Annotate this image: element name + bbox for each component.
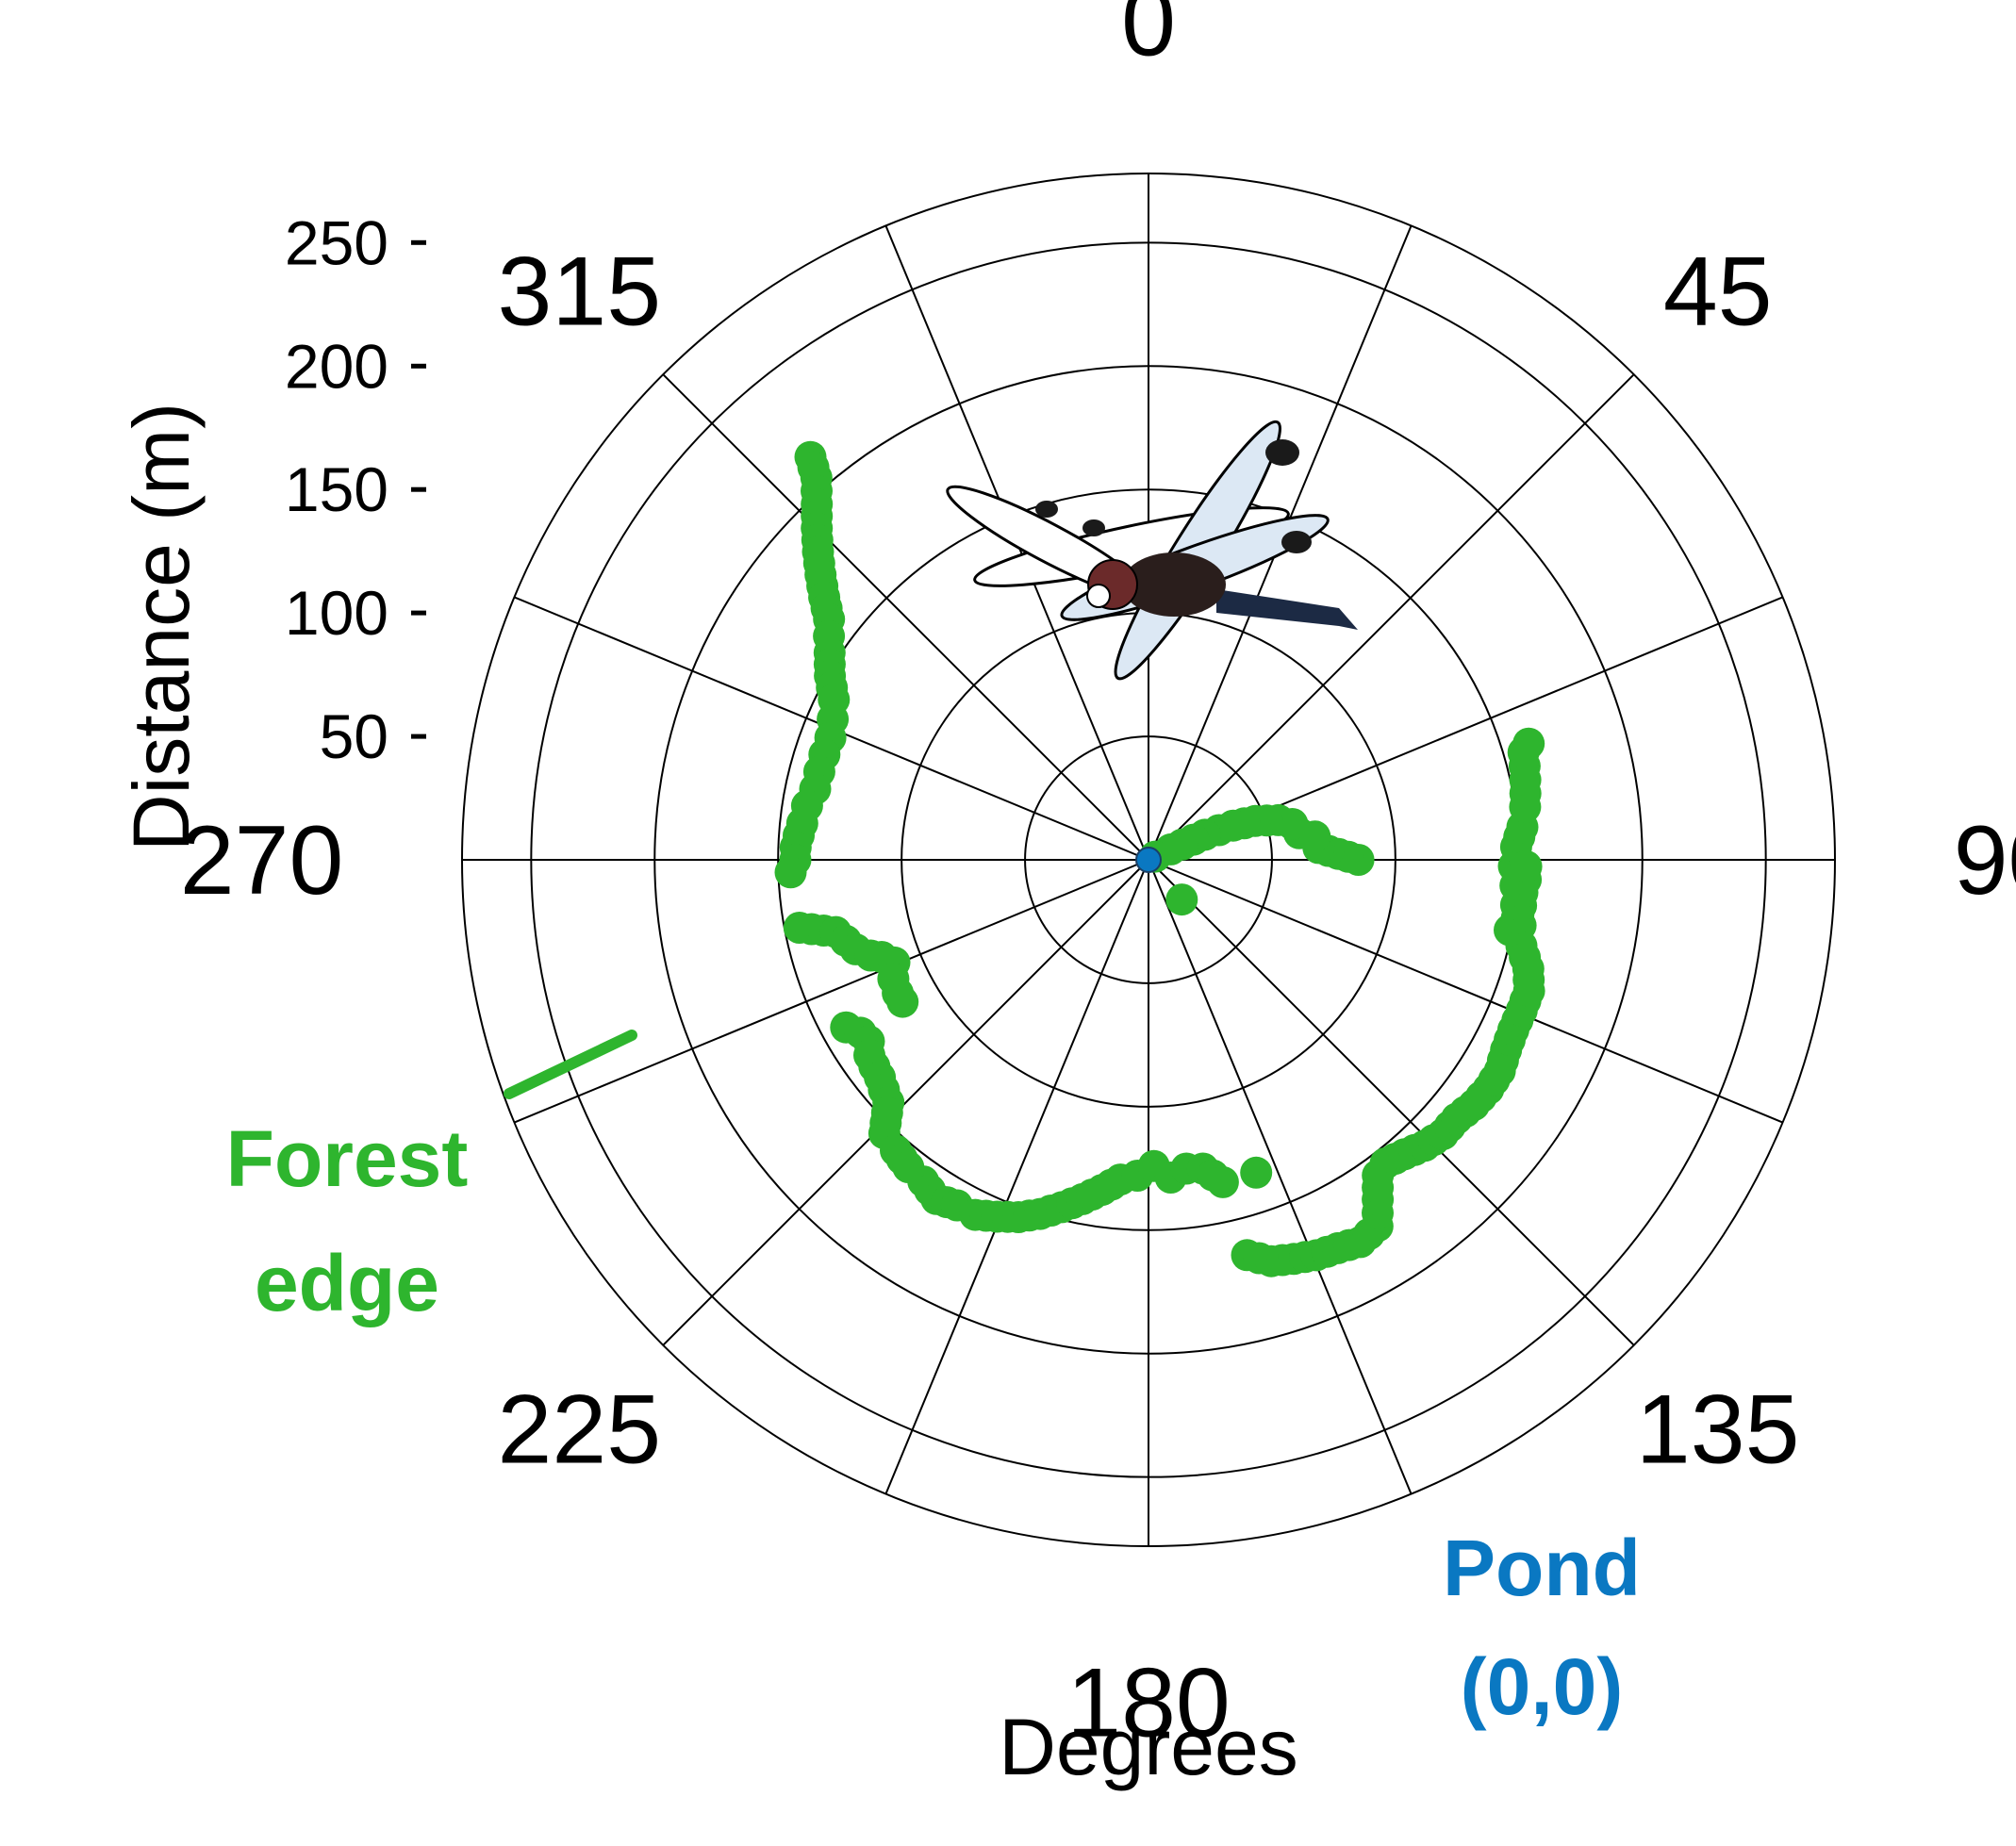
angular-gridline-7 <box>1148 859 1635 1346</box>
radius-tick-label-200: 200 <box>285 331 388 401</box>
radius-tick-label-100: 100 <box>285 578 388 648</box>
angle-tick-label-315: 315 <box>498 237 662 346</box>
forest-edge-points <box>774 440 1545 1277</box>
pond-label-line2: (0,0) <box>1461 1642 1624 1731</box>
angle-tick-label-0: 0 <box>1121 0 1176 76</box>
angular-gridline-12 <box>514 859 1149 1124</box>
angle-tick-label-270: 270 <box>180 806 344 915</box>
forest-edge-point <box>886 985 919 1018</box>
angle-tick-labels: 0 45 90 135 180 225 270 315 <box>180 0 2016 1758</box>
forest-edge-point <box>774 856 807 889</box>
forest-edge-label-line2: edge <box>255 1239 439 1327</box>
radius-tick-label-250: 250 <box>285 207 388 277</box>
angle-tick-label-45: 45 <box>1663 237 1773 346</box>
forest-edge-point <box>1165 883 1198 916</box>
forest-edge-pointer <box>504 1030 637 1099</box>
forest-edge-label-line1: Forest <box>226 1114 469 1203</box>
radius-tick-labels: 50 100 150 200 250 <box>285 207 426 771</box>
dragonfly-illustration <box>946 420 1358 681</box>
angular-gridline-10 <box>884 859 1149 1494</box>
angular-gridline-6 <box>1148 859 1783 1124</box>
forest-edge-point <box>1510 850 1543 882</box>
x-axis-title: Degrees <box>999 1703 1298 1791</box>
forest-edge-point <box>1240 1156 1273 1189</box>
angular-gridline-8 <box>1148 859 1413 1494</box>
forest-edge-point <box>1206 1165 1239 1198</box>
pond-marker <box>1135 847 1162 873</box>
angle-tick-label-135: 135 <box>1636 1376 1800 1485</box>
radius-tick-label-150: 150 <box>285 454 388 524</box>
angle-tick-label-90: 90 <box>1954 806 2016 915</box>
radius-tick-label-50: 50 <box>320 701 388 771</box>
angle-tick-label-225: 225 <box>498 1376 662 1485</box>
angle-tick-label-180: 180 <box>1066 1649 1231 1758</box>
angular-gridline-11 <box>662 859 1149 1346</box>
forest-edge-point <box>1512 727 1545 760</box>
y-axis-title: Distance (m) <box>117 403 206 851</box>
angular-gridline-15 <box>662 373 1149 861</box>
pond-label-line1: Pond <box>1443 1524 1641 1612</box>
angular-gridline-3 <box>1148 373 1635 861</box>
